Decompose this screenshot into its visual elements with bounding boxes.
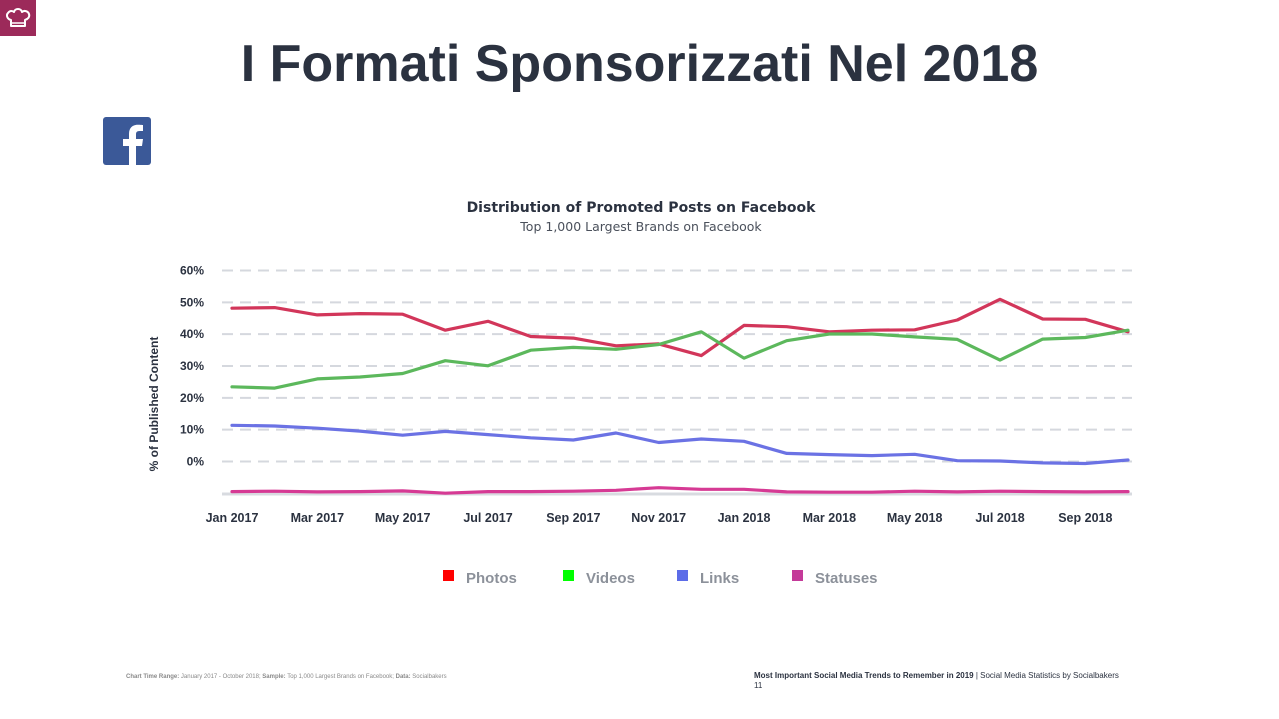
x-tick-label: Jul 2017: [463, 511, 512, 525]
y-tick-label: 30%: [180, 359, 204, 373]
page-number: 11: [754, 681, 763, 690]
footer-sample-label: Sample:: [260, 674, 286, 680]
chef-hat-icon: [6, 8, 31, 27]
legend-swatch-statuses: [792, 570, 803, 581]
footer-range-label: Chart Time Range:: [126, 674, 180, 680]
footer-chart-info: Chart Time Range: January 2017 - October…: [126, 673, 456, 681]
legend-label-statuses: Statuses: [815, 570, 878, 587]
brand-logo: [0, 0, 36, 36]
x-tick-label: Nov 2017: [631, 511, 686, 525]
legend-label-photos: Photos: [466, 570, 517, 587]
footer-range-value: January 2017 - October 2018;: [179, 674, 261, 680]
page-title: I Formati Sponsorizzati Nel 2018: [240, 35, 1039, 93]
y-tick-label: 40%: [180, 327, 204, 341]
x-tick-label: Sep 2018: [1058, 511, 1112, 525]
x-tick-label: Jul 2018: [975, 511, 1024, 525]
legend-swatch-photos: [443, 570, 454, 581]
chart-title: Distribution of Promoted Posts on Facebo…: [467, 200, 817, 216]
footer-data-value: Socialbakers: [410, 674, 447, 680]
x-tick-label: May 2018: [887, 511, 943, 525]
x-tick-label: Mar 2018: [803, 511, 857, 525]
footer-report-info: Most Important Social Media Trends to Re…: [754, 671, 1174, 691]
footer-data-label: Data:: [393, 674, 411, 680]
footer-sample-value: Top 1,000 Largest Brands on Facebook;: [285, 674, 394, 680]
series-line-links: [230, 423, 1130, 466]
series-line-photos: [230, 297, 1130, 358]
legend-swatch-videos: [563, 570, 574, 581]
series-line-videos: [230, 328, 1130, 390]
y-tick-label: 50%: [180, 295, 204, 309]
y-tick-label: 60%: [180, 264, 204, 278]
x-tick-label: Jan 2018: [718, 511, 771, 525]
y-tick-label: 0%: [187, 455, 205, 469]
footer-report-title: Most Important Social Media Trends to Re…: [754, 671, 974, 680]
legend-swatch-links: [677, 570, 688, 581]
y-axis-label: % of Published Content: [147, 337, 161, 472]
x-tick-label: Jan 2017: [206, 511, 259, 525]
chart-subtitle: Top 1,000 Largest Brands on Facebook: [519, 219, 762, 234]
footer-report-source: | Social Media Statistics by Socialbaker…: [973, 671, 1119, 680]
legend-label-links: Links: [700, 570, 739, 587]
x-tick-label: Sep 2017: [546, 511, 600, 525]
y-tick-label: 20%: [180, 391, 204, 405]
legend-label-videos: Videos: [586, 570, 635, 587]
facebook-icon: [103, 117, 151, 165]
series-line-statuses: [230, 486, 1130, 495]
x-tick-label: May 2017: [375, 511, 431, 525]
x-tick-label: Mar 2017: [291, 511, 345, 525]
y-tick-label: 10%: [180, 423, 204, 437]
